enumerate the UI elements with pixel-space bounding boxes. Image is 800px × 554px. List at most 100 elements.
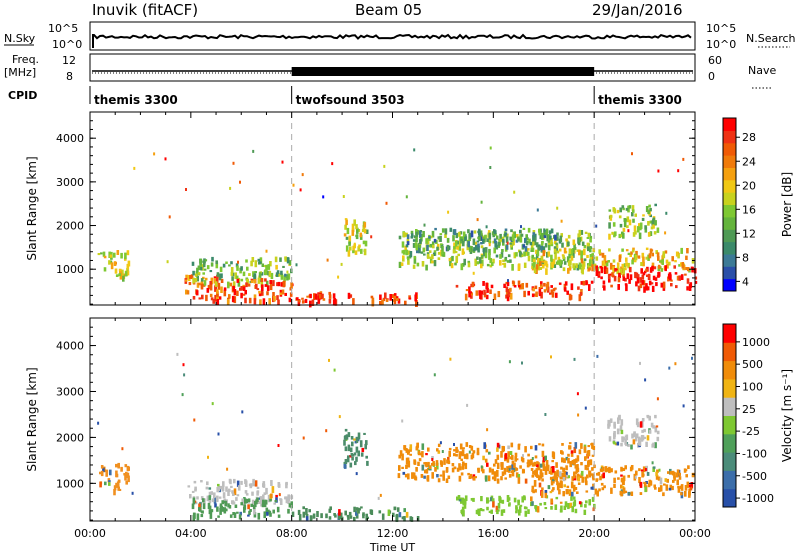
data-cell bbox=[657, 264, 661, 269]
data-cell bbox=[565, 238, 568, 242]
data-cell bbox=[252, 149, 255, 153]
data-cell bbox=[405, 464, 408, 469]
data-cell bbox=[439, 460, 443, 465]
data-cell bbox=[670, 283, 673, 287]
data-cell bbox=[665, 259, 669, 264]
data-cell bbox=[638, 436, 641, 439]
data-cell bbox=[192, 497, 196, 505]
data-cell bbox=[316, 511, 319, 518]
data-cell bbox=[357, 450, 360, 457]
data-cell bbox=[552, 479, 555, 482]
data-cell bbox=[206, 495, 210, 502]
data-cell bbox=[613, 421, 616, 427]
data-cell bbox=[257, 512, 261, 520]
data-cell bbox=[624, 465, 627, 470]
data-cell bbox=[486, 287, 489, 293]
data-cell bbox=[474, 261, 477, 266]
data-cell bbox=[502, 238, 505, 243]
data-cell bbox=[533, 480, 537, 487]
data-cell bbox=[602, 280, 606, 285]
data-cell bbox=[576, 249, 580, 252]
data-cell bbox=[531, 256, 534, 263]
data-cell bbox=[676, 479, 679, 486]
data-cell bbox=[458, 244, 461, 251]
data-cell bbox=[435, 460, 439, 466]
data-cell bbox=[488, 232, 492, 240]
data-cell bbox=[517, 280, 521, 286]
data-cell bbox=[210, 262, 214, 267]
colorbar-swatch bbox=[723, 433, 736, 453]
data-cell bbox=[485, 294, 489, 300]
data-cell bbox=[322, 195, 325, 199]
data-cell bbox=[556, 481, 559, 486]
data-cell bbox=[355, 507, 359, 511]
data-cell bbox=[680, 274, 684, 280]
data-cell bbox=[201, 294, 204, 300]
data-cell bbox=[618, 233, 622, 239]
data-cell bbox=[213, 278, 217, 284]
data-cell bbox=[476, 256, 479, 260]
data-cell bbox=[266, 291, 269, 296]
data-cell bbox=[417, 450, 421, 456]
data-cell bbox=[274, 500, 278, 503]
data-cell bbox=[254, 271, 257, 274]
data-cell bbox=[648, 204, 651, 208]
data-cell bbox=[409, 444, 413, 450]
data-cell bbox=[544, 507, 548, 510]
data-cell bbox=[685, 474, 688, 478]
data-cell bbox=[494, 242, 497, 248]
data-cell bbox=[401, 453, 404, 461]
data-cell bbox=[482, 238, 485, 244]
data-cell bbox=[597, 274, 601, 278]
data-cell bbox=[511, 454, 514, 460]
data-cell bbox=[574, 246, 577, 250]
data-cell bbox=[538, 443, 541, 446]
data-cell bbox=[609, 215, 613, 218]
data-cell bbox=[458, 466, 462, 471]
data-cell bbox=[517, 443, 521, 446]
data-cell bbox=[580, 281, 584, 285]
colorbar-tick-label: 20 bbox=[742, 179, 756, 192]
data-cell bbox=[521, 496, 524, 503]
data-cell bbox=[561, 472, 565, 480]
data-cell bbox=[489, 166, 492, 169]
data-cell bbox=[650, 422, 654, 428]
data-cell bbox=[441, 246, 444, 251]
data-cell bbox=[656, 275, 660, 278]
data-cell bbox=[659, 485, 663, 492]
data-cell bbox=[511, 264, 514, 271]
data-cell bbox=[460, 238, 464, 241]
data-cell bbox=[387, 509, 391, 516]
data-cell bbox=[448, 257, 452, 262]
data-cell bbox=[360, 452, 364, 457]
data-cell bbox=[645, 441, 648, 447]
data-cell bbox=[123, 473, 126, 476]
data-cell bbox=[113, 261, 117, 266]
data-cell bbox=[347, 250, 351, 257]
cpid-label: CPID bbox=[8, 89, 37, 102]
data-cell bbox=[207, 455, 209, 459]
data-cell bbox=[277, 299, 280, 305]
data-cell bbox=[635, 272, 639, 279]
data-cell bbox=[398, 235, 402, 240]
data-cell bbox=[270, 480, 273, 486]
data-cell bbox=[620, 474, 623, 477]
data-cell bbox=[439, 441, 442, 445]
data-cell bbox=[563, 287, 567, 292]
data-cell bbox=[253, 512, 257, 518]
data-cell bbox=[483, 289, 486, 296]
data-cell bbox=[279, 257, 282, 262]
data-cell bbox=[560, 481, 563, 489]
data-cell bbox=[244, 289, 247, 295]
data-cell bbox=[231, 295, 235, 303]
data-cell bbox=[585, 280, 588, 286]
data-cell bbox=[492, 476, 495, 480]
data-cell bbox=[667, 273, 671, 279]
data-cell bbox=[645, 481, 648, 484]
data-cell bbox=[113, 485, 117, 491]
data-cell bbox=[619, 207, 622, 213]
data-cell bbox=[462, 498, 465, 506]
data-cell bbox=[264, 284, 268, 287]
data-cell bbox=[641, 217, 645, 221]
scatter-region bbox=[97, 250, 131, 282]
